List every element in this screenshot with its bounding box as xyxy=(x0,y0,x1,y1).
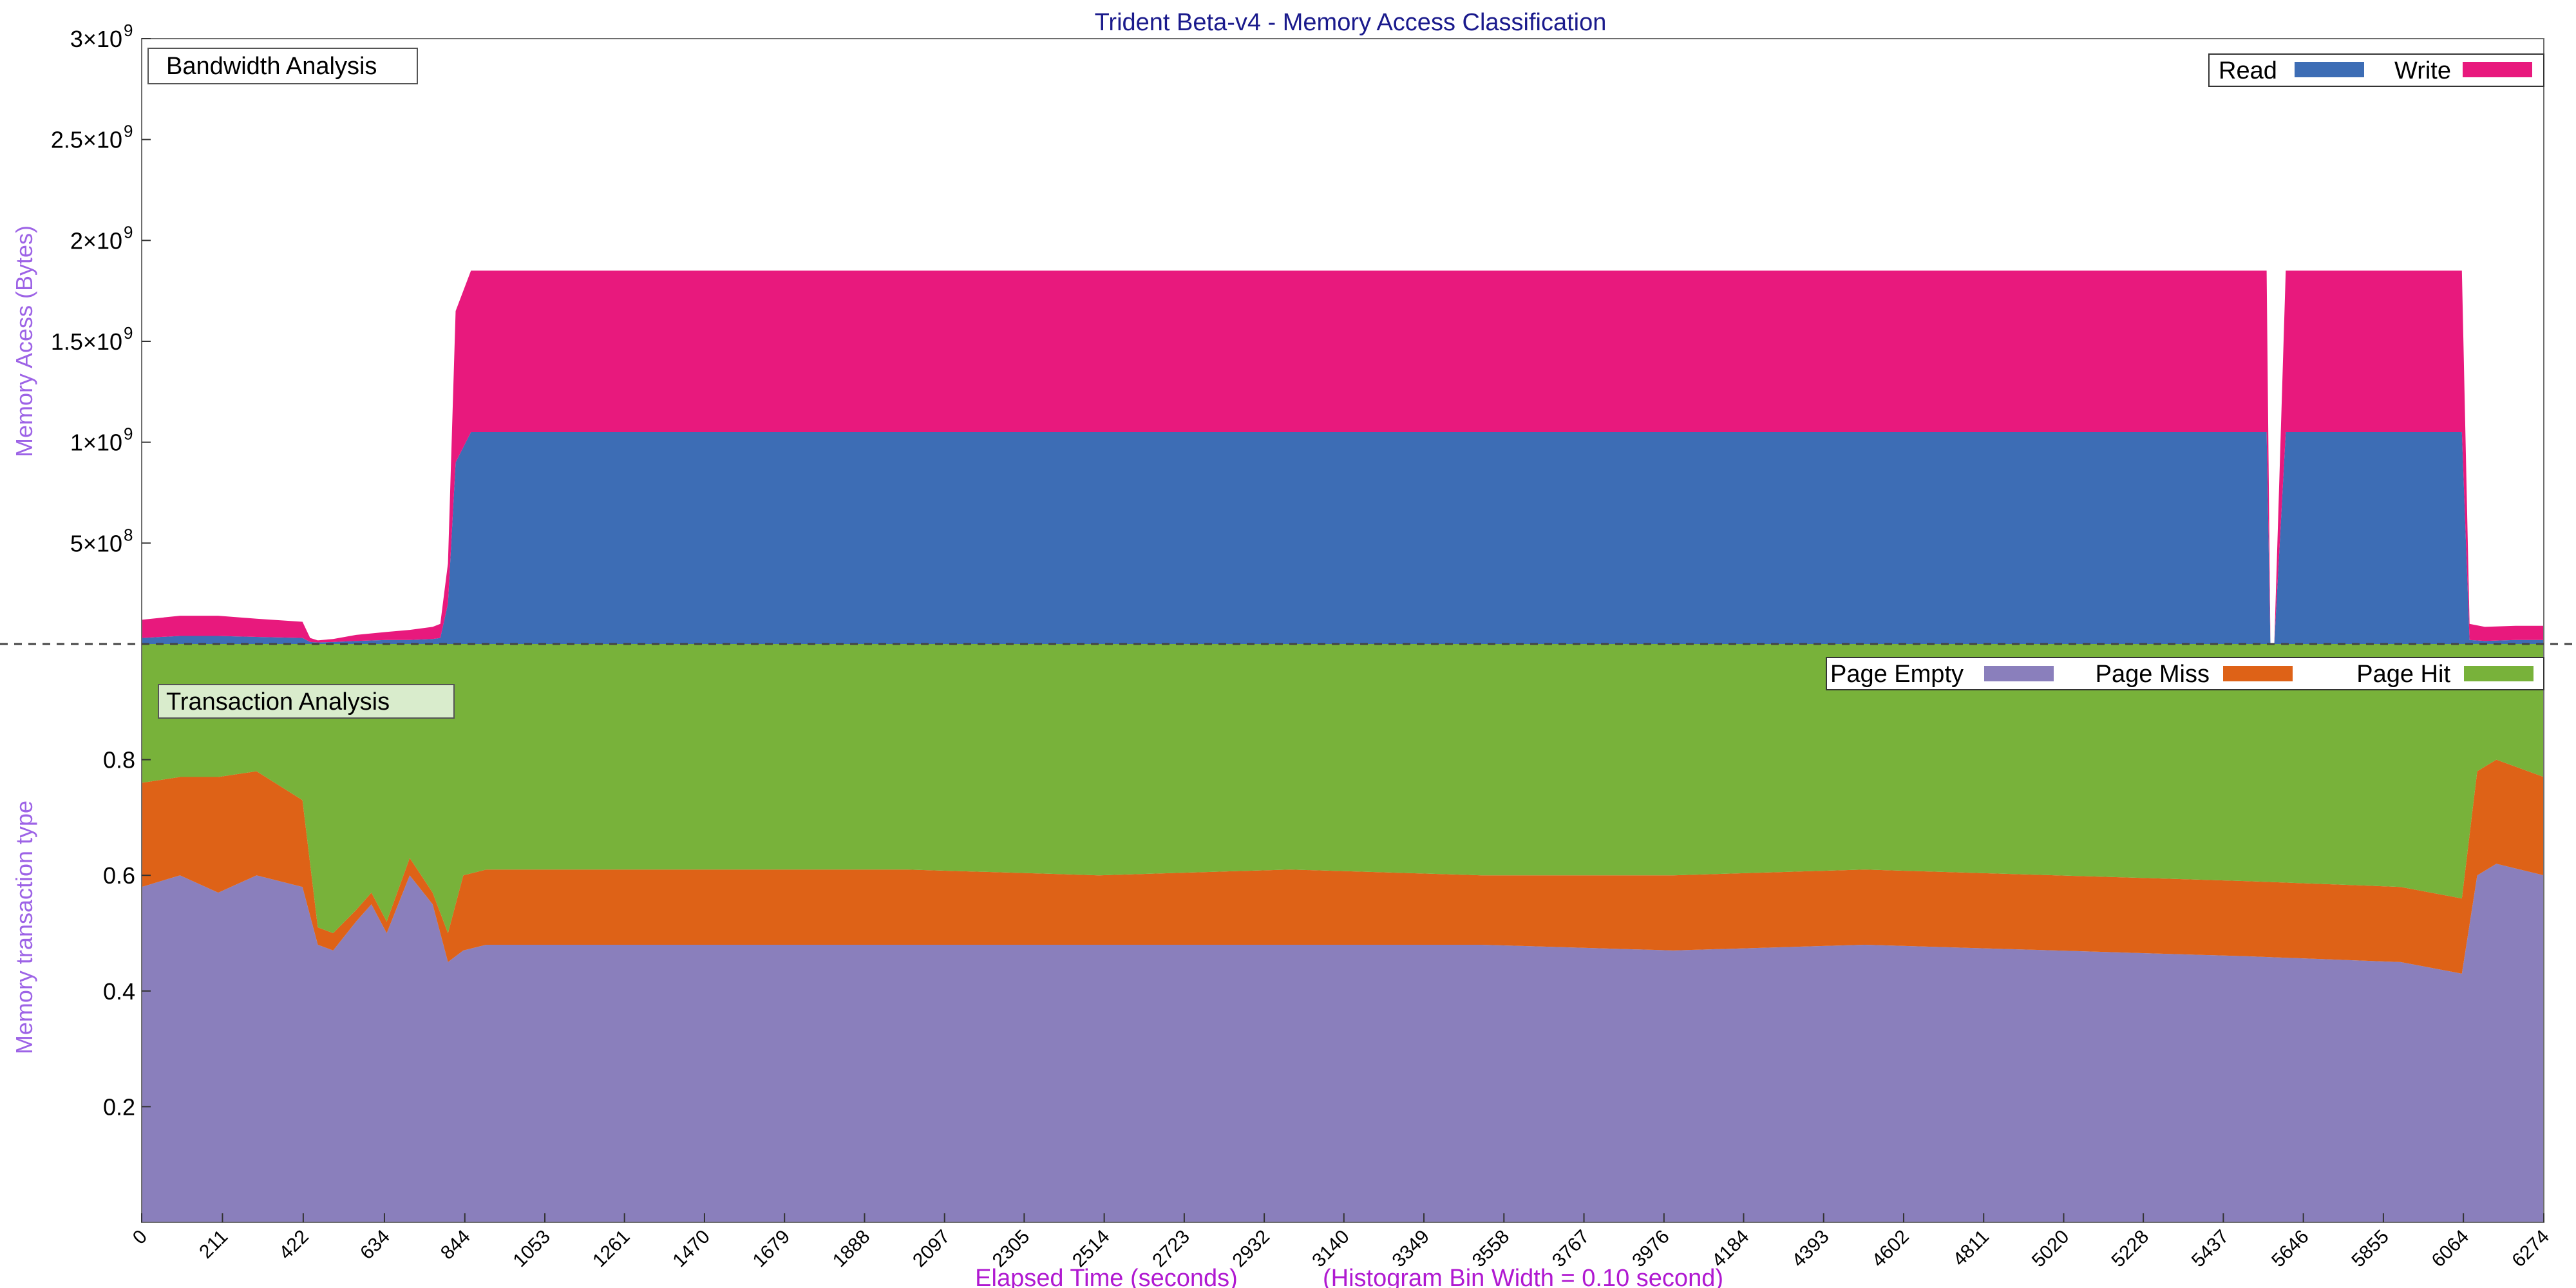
transaction-plot xyxy=(142,644,2544,1222)
transaction-y-axis-label: Memory transaction type xyxy=(11,800,37,1054)
transaction-legend-label-page-empty: Page Empty xyxy=(1830,661,1964,688)
bandwidth-legend: Read Write xyxy=(2208,53,2544,87)
transaction-series-page-hit xyxy=(142,644,2544,933)
transaction-y-tick-label: 0.4 xyxy=(103,978,135,1005)
transaction-legend-label-page-miss: Page Miss xyxy=(2096,661,2210,688)
bandwidth-y-axis-label: Memory Acess (Bytes) xyxy=(11,225,37,457)
bandwidth-y-tick-label: 5×10 xyxy=(70,530,122,556)
bandwidth-series-read xyxy=(142,432,2544,644)
transaction-series-page-empty xyxy=(142,864,2544,1222)
plot-frame xyxy=(141,38,2544,1223)
bandwidth-series-write xyxy=(142,270,2544,644)
transaction-y-tick-label: 0.8 xyxy=(103,747,135,773)
bandwidth-y-tick-label: 3×10 xyxy=(70,26,122,52)
transaction-analysis-box: Transaction Analysis xyxy=(158,684,455,719)
transaction-legend-swatch-page-empty xyxy=(1984,666,2054,681)
x-axis-label: Elapsed Time (seconds) xyxy=(975,1265,1238,1288)
chart-title: Trident Beta-v4 - Memory Access Classifi… xyxy=(1095,9,1607,36)
transaction-legend-swatch-page-hit xyxy=(2464,666,2533,681)
bandwidth-y-tick-exponent: 9 xyxy=(124,424,133,444)
bandwidth-y-tick-exponent: 8 xyxy=(124,525,133,544)
bandwidth-y-tick-label: 1×10 xyxy=(70,430,122,456)
bandwidth-y-tick-exponent: 9 xyxy=(124,21,133,40)
bandwidth-y-tick-exponent: 9 xyxy=(124,323,133,343)
transaction-y-tick-label: 0.6 xyxy=(103,862,135,889)
transaction-series-page-miss xyxy=(142,759,2544,974)
bandwidth-analysis-box: Bandwidth Analysis xyxy=(147,48,418,84)
bandwidth-y-tick-label: 2×10 xyxy=(70,227,122,254)
bandwidth-legend-label-write: Write xyxy=(2394,57,2451,84)
bandwidth-legend-label-read: Read xyxy=(2219,57,2277,84)
bandwidth-analysis-label: Bandwidth Analysis xyxy=(166,53,377,80)
bandwidth-y-tick-exponent: 9 xyxy=(124,222,133,242)
transaction-legend: Page Empty Page Miss Page Hit xyxy=(1826,657,2544,690)
x-axis-bin-width-note: (Histogram Bin Width = 0.10 second) xyxy=(1323,1265,1723,1288)
transaction-legend-swatch-page-miss xyxy=(2223,666,2293,681)
bandwidth-legend-swatch-write xyxy=(2463,62,2532,77)
bandwidth-y-tick-label: 1.5×10 xyxy=(51,328,122,355)
transaction-y-axis: 0.2 0.4 0.6 0.8 xyxy=(103,747,151,1120)
bandwidth-legend-swatch-read xyxy=(2295,62,2364,77)
bandwidth-y-tick-exponent: 9 xyxy=(124,122,133,141)
transaction-y-tick-label: 0.2 xyxy=(103,1094,135,1120)
transaction-legend-label-page-hit: Page Hit xyxy=(2356,661,2450,688)
bandwidth-y-axis: 5×10 81×10 91.5×10 92×10 92.5×10 93×10 9 xyxy=(51,21,151,556)
bandwidth-y-tick-label: 2.5×10 xyxy=(51,127,122,153)
transaction-analysis-label: Transaction Analysis xyxy=(166,688,390,715)
bandwidth-plot xyxy=(142,270,2544,644)
